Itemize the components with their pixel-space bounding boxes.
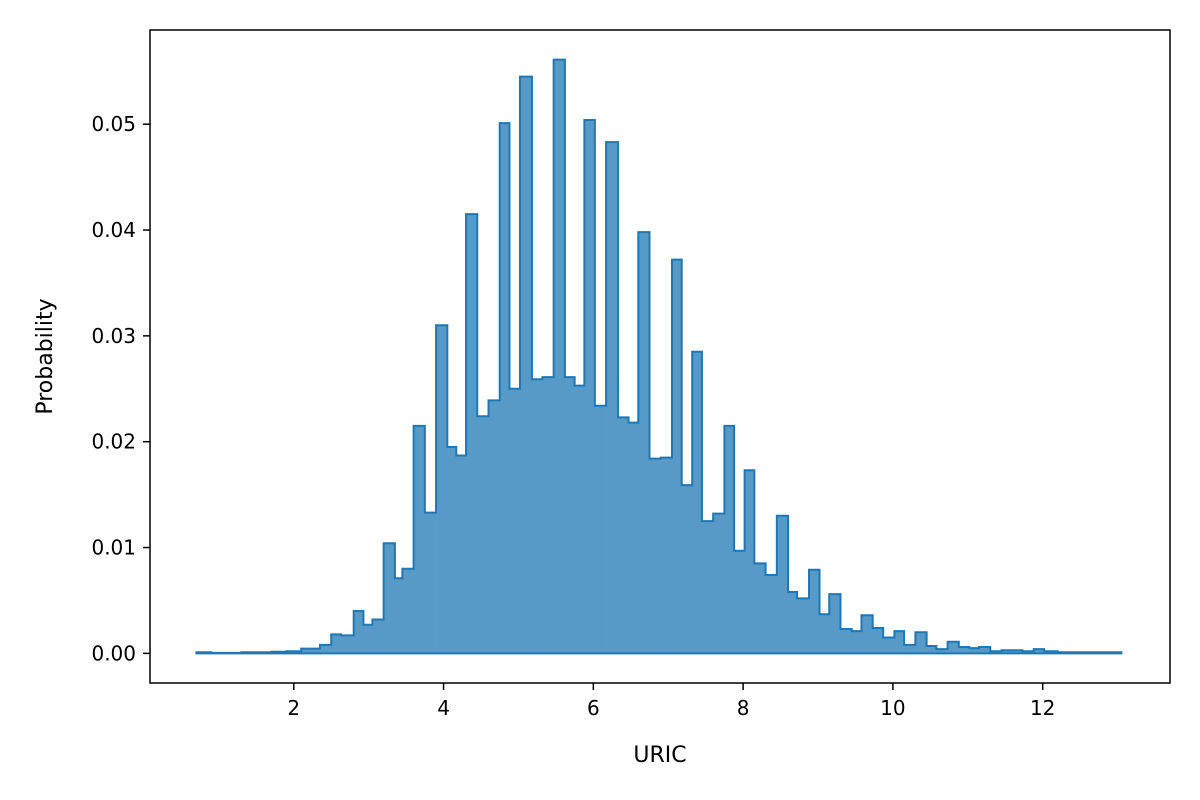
histogram-bar: [488, 400, 501, 654]
histogram-bar: [320, 644, 332, 654]
x-tick-label: 12: [1030, 696, 1055, 720]
histogram-bar: [402, 568, 414, 654]
histogram-bar: [466, 214, 478, 654]
histogram-bar: [990, 651, 1002, 654]
histogram-bar: [584, 119, 596, 654]
y-tick-label: 0.02: [91, 430, 136, 454]
histogram-bar: [904, 644, 916, 654]
histogram-bar: [340, 635, 355, 654]
histogram-bar: [894, 631, 905, 654]
histogram-bar: [671, 259, 683, 654]
histogram-bar: [681, 485, 693, 654]
histogram-bar: [606, 142, 619, 654]
histogram-bar: [286, 651, 302, 654]
histogram-bar: [519, 76, 533, 654]
histogram-bar: [542, 377, 554, 654]
histogram-bar: [413, 425, 426, 654]
histogram-bar: [883, 637, 895, 654]
x-axis-label: URIC: [633, 743, 686, 768]
histogram-bar: [363, 624, 373, 654]
histogram-bar: [499, 123, 510, 654]
histogram-bar: [618, 417, 629, 654]
histogram-bar: [979, 647, 991, 654]
histogram-bar: [553, 59, 566, 654]
x-axis-ticks: 2 4 6 8 10 12: [287, 683, 1055, 720]
histogram-bar: [436, 325, 448, 654]
histogram-bar: [353, 611, 364, 654]
histogram-bar: [649, 458, 662, 654]
histogram-bar: [765, 575, 778, 654]
histogram-bar: [638, 232, 650, 654]
y-tick-label: 0.00: [91, 641, 136, 665]
histogram-step-outline: [195, 58, 1123, 655]
histogram-bar: [701, 521, 714, 654]
x-tick-label: 4: [437, 696, 450, 720]
histogram-bar: [372, 619, 384, 654]
histogram-bar: [797, 598, 810, 654]
histogram-bar: [301, 648, 321, 654]
histogram-bar: [1001, 650, 1012, 654]
histogram-bar: [926, 645, 937, 654]
histogram-bar: [819, 614, 830, 654]
y-axis-ticks: 0.00 0.01 0.02 0.03 0.04 0.05: [91, 112, 150, 665]
histogram-bar: [744, 470, 755, 654]
y-tick-label: 0.03: [91, 324, 136, 348]
histogram-bar: [383, 543, 396, 654]
histogram-bar: [564, 377, 575, 654]
histogram-bar: [861, 615, 873, 654]
histogram-bar: [1044, 651, 1058, 654]
histogram-bar: [754, 563, 766, 654]
histogram-bar: [477, 416, 489, 654]
histogram-bar: [594, 405, 607, 654]
histogram-bar: [809, 569, 820, 654]
y-tick-label: 0.05: [91, 112, 136, 136]
histogram-bar: [776, 515, 789, 654]
histogram-bar: [456, 455, 467, 654]
histogram-bar: [947, 641, 960, 654]
histogram-bar: [531, 379, 543, 654]
histogram-bar: [734, 550, 745, 654]
bars-layer: [196, 59, 1122, 654]
y-axis-label: Probability: [33, 298, 58, 414]
histogram-bar: [574, 385, 585, 654]
histogram-bar: [509, 388, 521, 654]
histogram-bar: [692, 351, 703, 654]
histogram-bar: [829, 594, 841, 654]
histogram-bar: [713, 513, 725, 654]
histogram-bar: [872, 627, 884, 654]
x-tick-label: 10: [880, 696, 905, 720]
x-tick-label: 6: [587, 696, 600, 720]
x-tick-label: 2: [287, 696, 300, 720]
axes-frame: [149, 29, 1171, 684]
y-tick-label: 0.01: [91, 536, 136, 560]
histogram-bar: [628, 422, 639, 654]
histogram-bar: [969, 648, 980, 654]
histogram-bar: [424, 512, 437, 654]
histogram-bar: [1011, 650, 1023, 654]
histogram-bar: [724, 425, 735, 654]
histogram-bar: [1033, 649, 1045, 654]
histogram-bar: [660, 457, 673, 654]
histogram-bar: [394, 578, 403, 654]
histogram-bar: [936, 649, 948, 654]
y-tick-label: 0.04: [91, 218, 136, 242]
histogram-bar: [1022, 651, 1035, 654]
histogram-bar: [447, 446, 457, 654]
x-tick-label: 8: [737, 696, 750, 720]
histogram-bar: [851, 631, 862, 654]
histogram-bar: [915, 632, 927, 654]
histogram-bar: [331, 634, 342, 654]
histogram-bar: [958, 647, 970, 654]
histogram-bar: [788, 591, 798, 654]
histogram-bar: [840, 629, 853, 654]
